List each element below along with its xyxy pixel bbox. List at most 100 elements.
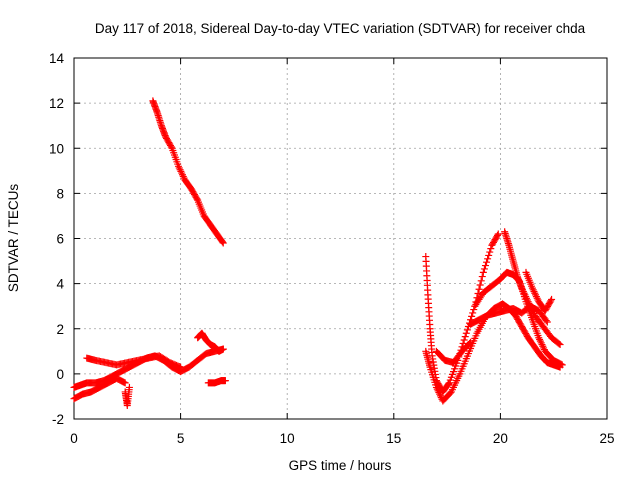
grid-lines <box>74 58 607 419</box>
data-point <box>530 288 538 296</box>
data-point <box>484 255 492 263</box>
data-point <box>178 171 186 179</box>
data-point <box>459 339 467 347</box>
data-point <box>121 379 129 387</box>
data-point <box>515 277 523 285</box>
data-point <box>533 294 541 302</box>
data-point <box>486 248 494 256</box>
series-arc-3 <box>83 352 185 371</box>
data-point <box>535 334 543 342</box>
data-point <box>531 289 539 297</box>
data-point <box>435 388 443 396</box>
y-tick-label: 6 <box>56 232 64 247</box>
data-point <box>483 258 491 266</box>
x-tick-label: 0 <box>70 431 78 446</box>
y-axis-label: SDTVAR / TECUs <box>6 184 21 293</box>
data-point <box>125 383 133 391</box>
y-tick-label: 0 <box>56 367 64 382</box>
data-point <box>514 276 522 284</box>
data-point <box>540 344 548 352</box>
x-tick-label: 10 <box>280 431 295 446</box>
data-point <box>175 164 183 172</box>
data-point <box>532 293 540 301</box>
series-arc-12 <box>467 302 551 328</box>
series-arc-5 <box>149 97 227 247</box>
y-tick-label: 12 <box>49 96 64 111</box>
y-tick-label: 14 <box>49 51 65 66</box>
data-point <box>469 309 477 317</box>
data-point <box>547 297 555 305</box>
x-tick-label: 25 <box>599 431 614 446</box>
data-point <box>539 342 547 350</box>
data-point <box>219 345 227 353</box>
series-arc-7 <box>204 377 229 387</box>
data-point <box>475 285 483 293</box>
data-point <box>179 172 187 180</box>
series-arc-13 <box>522 268 556 315</box>
data-point <box>494 230 502 238</box>
series-arc-6 <box>194 329 227 355</box>
data-point <box>193 195 201 203</box>
y-tick-label: 10 <box>49 141 64 156</box>
data-point <box>460 336 468 344</box>
x-tick-label: 15 <box>386 431 401 446</box>
data-point <box>542 317 550 325</box>
data-point <box>477 277 485 285</box>
data-point <box>537 339 545 347</box>
x-tick-label: 20 <box>493 431 508 446</box>
x-tick-label: 5 <box>177 431 185 446</box>
series-arc-4 <box>121 383 133 409</box>
data-point <box>556 341 564 349</box>
data-point <box>532 291 540 299</box>
data-point <box>548 295 556 303</box>
x-axis-label: GPS time / hours <box>289 458 392 473</box>
axis-ticks: 0 5 10 15 20 25 -2 0 2 4 6 8 10 12 14 <box>49 51 615 446</box>
data-point <box>478 273 486 281</box>
data-point <box>465 339 473 347</box>
data-point <box>558 361 566 369</box>
data-point <box>555 340 563 348</box>
y-tick-label: 8 <box>56 186 64 201</box>
data-points <box>70 97 566 409</box>
data-point <box>536 337 544 345</box>
series-arc-2 <box>70 374 129 403</box>
data-point <box>536 335 544 343</box>
data-point <box>480 265 488 273</box>
data-point <box>434 387 442 395</box>
data-point <box>174 162 182 170</box>
chart-title: Day 117 of 2018, Sidereal Day-to-day VTE… <box>95 21 586 36</box>
data-point <box>463 326 471 334</box>
plot-frame <box>73 57 608 420</box>
data-point <box>476 281 484 289</box>
data-point <box>479 268 487 276</box>
data-point <box>177 167 185 175</box>
data-point <box>221 377 229 385</box>
data-point <box>481 262 489 270</box>
data-point <box>485 251 493 259</box>
series-arc-11 <box>471 268 566 369</box>
data-point <box>529 286 537 294</box>
data-point <box>487 245 495 253</box>
data-point <box>468 312 476 320</box>
data-point <box>218 238 226 246</box>
data-point <box>178 169 186 177</box>
data-point <box>167 143 175 151</box>
data-point <box>467 338 475 346</box>
data-point <box>462 329 470 337</box>
series-arc-14 <box>432 338 475 367</box>
data-point <box>528 284 536 292</box>
data-point <box>432 383 440 391</box>
data-point <box>176 166 184 174</box>
data-point <box>219 239 227 247</box>
data-point <box>461 333 469 341</box>
series-arc-1 <box>70 345 227 391</box>
data-point <box>433 385 441 393</box>
y-tick-label: 4 <box>56 277 64 292</box>
data-point <box>436 390 444 398</box>
y-tick-label: 2 <box>56 322 64 337</box>
data-point <box>444 380 452 388</box>
data-point <box>493 231 501 239</box>
y-tick-label: -2 <box>52 412 64 427</box>
data-point <box>470 306 478 314</box>
